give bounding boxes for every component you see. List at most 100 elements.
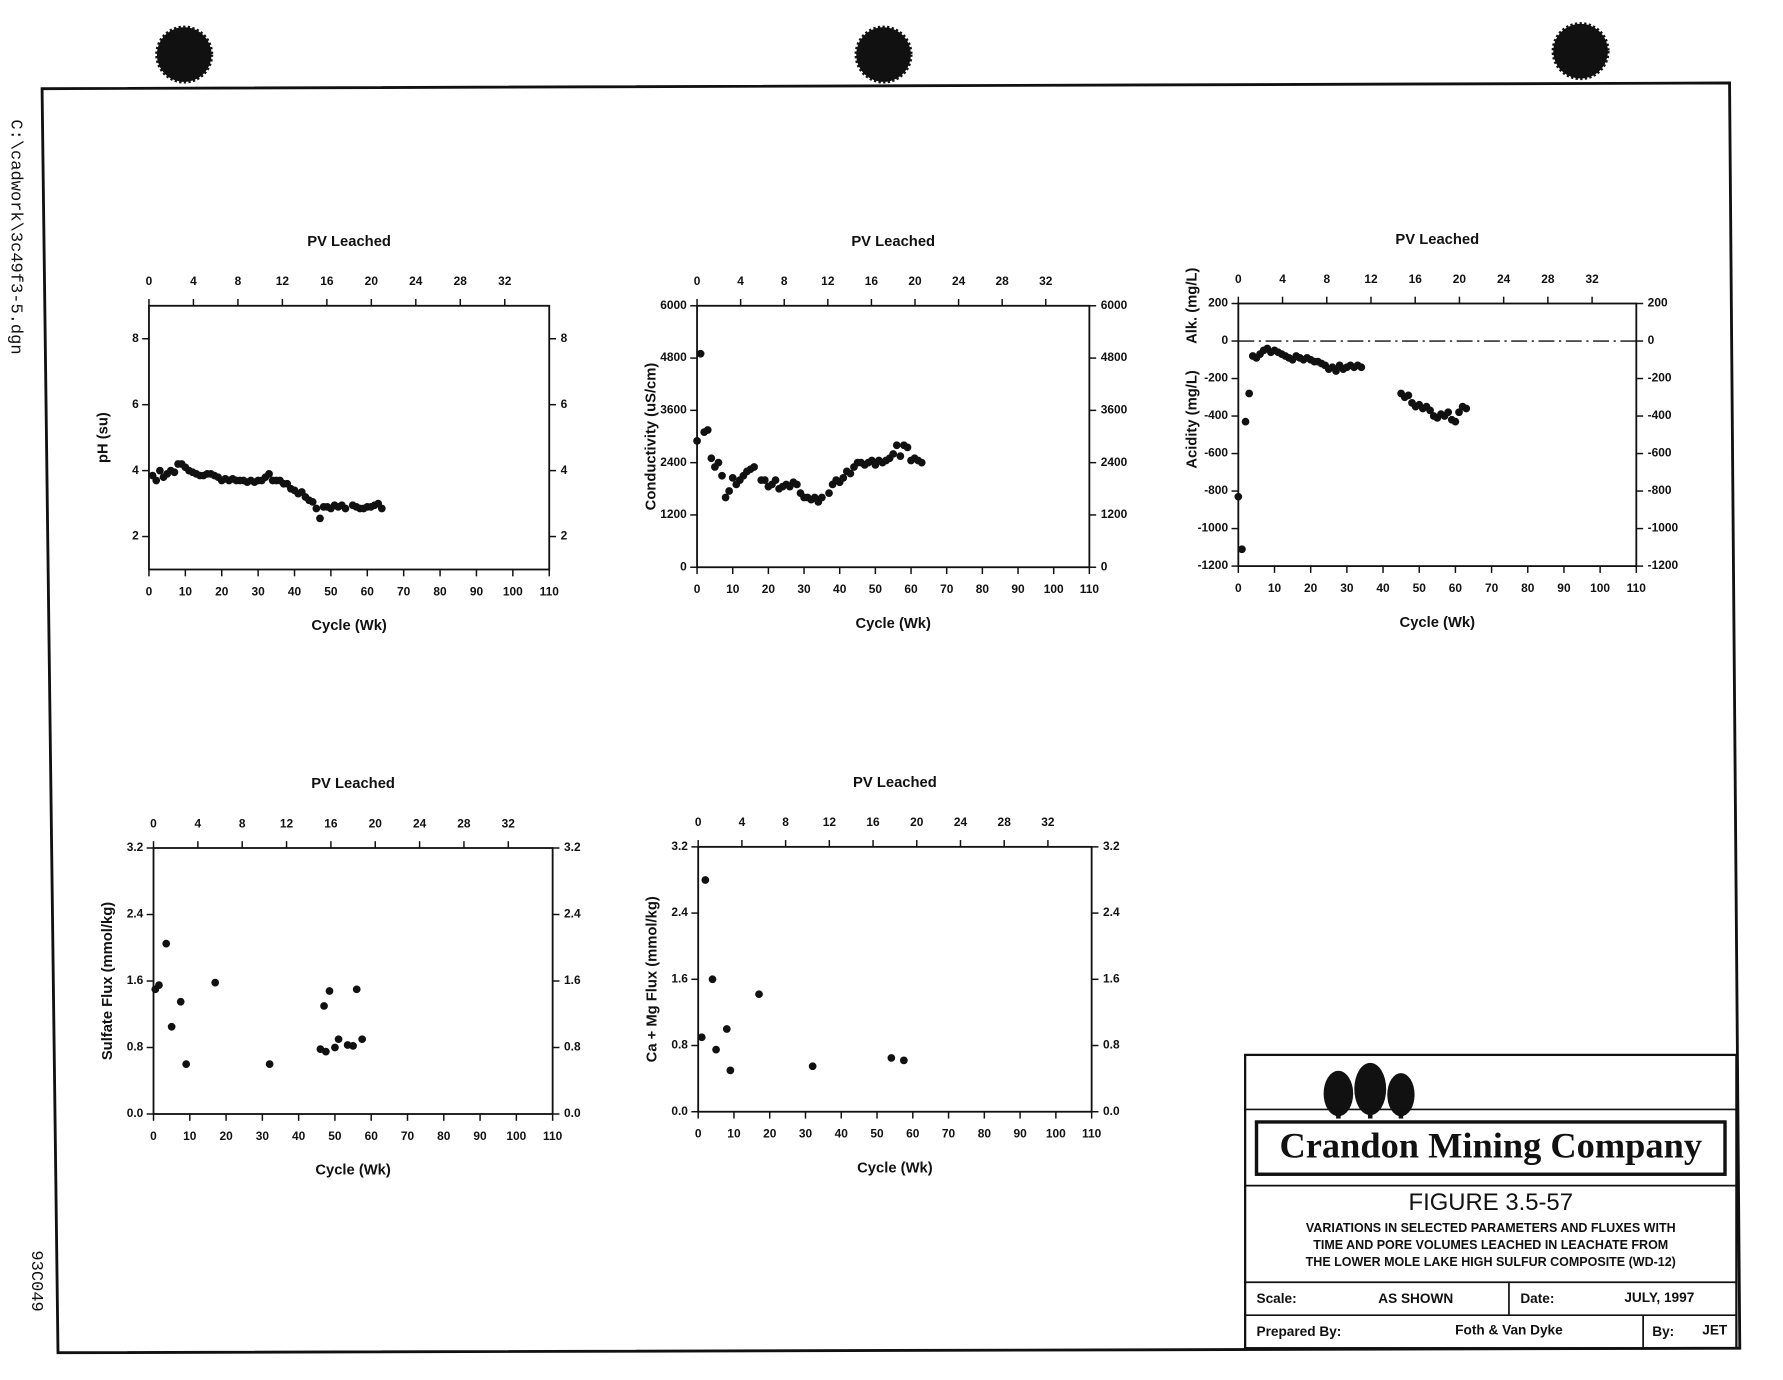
data-point: [1238, 545, 1246, 554]
y-tick-label: 0.8: [671, 1038, 688, 1052]
data-point: [703, 426, 712, 434]
y-right-tick-label: 4800: [1101, 350, 1128, 364]
data-point: [325, 987, 334, 995]
x2-tick-label: 8: [781, 274, 788, 288]
chart: 0 10 20 30 40 50 60 70 80 90 100 110 0 4 8 12 16 20 24 28 32…: [100, 776, 581, 1178]
data-point: [903, 443, 912, 452]
x-tick-label: 40: [833, 582, 847, 596]
data-point: [722, 1025, 731, 1033]
data-point: [760, 476, 769, 484]
figure-caption: TIME AND PORE VOLUMES LEACHED IN LEACHAT…: [1313, 1238, 1668, 1252]
data-point: [1455, 408, 1463, 417]
y-tick-label: -1200: [1198, 558, 1229, 572]
y-right-tick-label: -400: [1648, 408, 1672, 422]
x2-tick-label: 24: [409, 274, 423, 288]
x-tick-label: 100: [1044, 582, 1064, 596]
x-tick-label: 50: [870, 1127, 884, 1141]
x2-tick-label: 20: [908, 274, 922, 288]
x-tick-label: 30: [256, 1129, 270, 1143]
x2-tick-label: 4: [190, 274, 197, 288]
x2-tick-label: 12: [821, 274, 835, 288]
tree: [1387, 1073, 1415, 1117]
x2-tick-label: 20: [910, 815, 924, 829]
data-point: [377, 504, 386, 513]
x2-tick-label: 28: [998, 815, 1012, 829]
data-point: [1241, 417, 1250, 426]
data-point: [697, 1033, 706, 1042]
chart: 0 10 20 30 40 50 60 70 80 90 100 110 0 4 8 12 16 20 24 28 32…: [1185, 232, 1679, 631]
date-value: JULY, 1997: [1624, 1290, 1694, 1305]
y-tick-label: 3600: [660, 403, 687, 417]
x2-tick-label: 24: [954, 815, 968, 829]
x-tick-label: 80: [976, 582, 990, 596]
y-right-tick-label: -800: [1648, 483, 1672, 497]
x-tick-label: 20: [762, 582, 776, 596]
x2-tick-label: 16: [324, 816, 338, 830]
x-tick-label: 60: [365, 1129, 379, 1143]
date-label: Date:: [1520, 1291, 1554, 1306]
x-tick-label: 20: [215, 584, 229, 598]
x-tick-label: 0: [150, 1129, 157, 1143]
data-point: [358, 1035, 367, 1044]
x-tick-label: 90: [1013, 1127, 1027, 1141]
x2-tick-label: 8: [235, 274, 242, 288]
y-axis-title: Sulfate Flux (mmol/kg): [100, 902, 116, 1060]
y-right-tick-label: 2400: [1101, 455, 1128, 469]
data-point: [331, 1043, 339, 1052]
data-point: [714, 458, 723, 467]
data-point: [771, 476, 780, 484]
y-tick-label: 0.8: [127, 1040, 144, 1054]
x2-tick-label: 28: [454, 274, 468, 288]
data-point: [708, 975, 717, 984]
data-point: [182, 1060, 191, 1068]
y-tick-label: 0: [1221, 333, 1228, 347]
data-point: [1404, 391, 1413, 400]
x2-tick-label: 16: [866, 815, 880, 829]
plot-frame: [148, 304, 551, 571]
data-point: [896, 452, 905, 460]
x-tick-label: 110: [1080, 582, 1100, 596]
trunk: [1336, 1111, 1341, 1119]
x2-tick-label: 20: [365, 274, 379, 288]
y-right-tick-label: 3.2: [564, 840, 581, 854]
data-point: [316, 514, 324, 523]
data-point: [1245, 389, 1254, 398]
x-tick-label: 0: [695, 1127, 702, 1141]
x2-tick-label: 28: [996, 274, 1010, 288]
x2-tick-label: 0: [1235, 272, 1242, 286]
x-tick-label: 100: [1590, 581, 1610, 595]
y-right-tick-label: 1.6: [1103, 971, 1120, 985]
y-right-tick-label: -1200: [1648, 558, 1679, 572]
y-tick-label: 4: [132, 463, 139, 477]
x2-tick-label: 16: [1409, 272, 1423, 286]
y-tick-label: 2: [132, 529, 139, 543]
data-point: [825, 489, 833, 498]
data-point: [162, 939, 171, 948]
x-tick-label: 80: [437, 1129, 451, 1143]
x-tick-label: 50: [869, 582, 883, 596]
y-right-tick-label: 0: [1648, 333, 1655, 347]
y-right-tick-label: 1200: [1101, 507, 1128, 521]
punch-hole: [854, 25, 913, 84]
data-point: [334, 1035, 343, 1044]
data-point: [1426, 406, 1434, 415]
y-right-tick-label: -600: [1648, 446, 1672, 460]
data-point: [176, 997, 185, 1006]
data-point: [712, 1045, 720, 1054]
x-tick-label: 90: [470, 584, 484, 598]
y-tick-label: 3.2: [127, 840, 144, 854]
punch-hole: [155, 25, 214, 84]
data-point: [808, 1062, 817, 1071]
data-point: [818, 493, 826, 502]
data-point: [793, 480, 801, 489]
y-right-tick-label: 2.4: [1103, 905, 1120, 919]
y-right-tick-label: 3.2: [1103, 839, 1120, 853]
tree: [1323, 1070, 1354, 1117]
data-point: [349, 1041, 357, 1050]
x-tick-label: 110: [540, 584, 560, 598]
x-tick-label: 110: [1082, 1127, 1102, 1141]
y-right-tick-label: -200: [1648, 371, 1672, 385]
y-right-tick-label: 0.8: [564, 1040, 581, 1054]
